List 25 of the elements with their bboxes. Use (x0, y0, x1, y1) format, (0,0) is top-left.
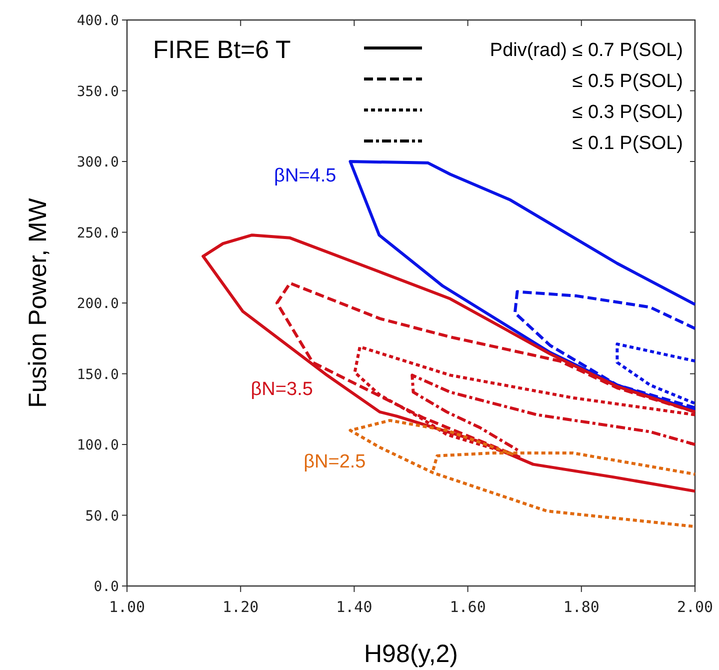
x-tick-label: 2.00 (676, 598, 714, 616)
x-tick-label: 1.40 (336, 598, 372, 616)
x-tick-label: 1.00 (108, 598, 146, 616)
y-tick-label: 100.0 (76, 438, 119, 454)
annotation: ≤ 0.5 P(SOL) (572, 71, 683, 92)
y-axis-title: Fusion Power, MW (24, 198, 52, 408)
annotation: βN=4.5 (274, 166, 336, 186)
x-tick-label: 1.20 (222, 598, 259, 616)
y-tick-label: 200.0 (76, 296, 119, 312)
y-tick-label: 150.0 (76, 366, 119, 383)
x-axis-title: H98(y,2) (364, 640, 458, 668)
y-tick-label: 0.0 (94, 579, 119, 595)
annotation: Pdiv(rad) ≤ 0.7 P(SOL) (490, 40, 683, 61)
y-tick-label: 400.0 (76, 13, 119, 29)
annotation: ≤ 0.1 P(SOL) (572, 133, 683, 154)
text: FIRE Bt=6 T (153, 36, 291, 64)
y-tick-label: 300.0 (76, 154, 119, 170)
annotation: βN=2.5 (304, 451, 366, 472)
y-tick-label: 250.0 (76, 225, 119, 242)
annotation: ≤ 0.3 P(SOL) (572, 102, 683, 123)
x-tick-label: 1.80 (563, 598, 600, 616)
y-tick-label: 350.0 (76, 84, 119, 100)
y-tick-label: 50.0 (85, 508, 119, 524)
annotation: βN=3.5 (250, 379, 313, 400)
x-tick-label: 1.60 (450, 598, 486, 616)
